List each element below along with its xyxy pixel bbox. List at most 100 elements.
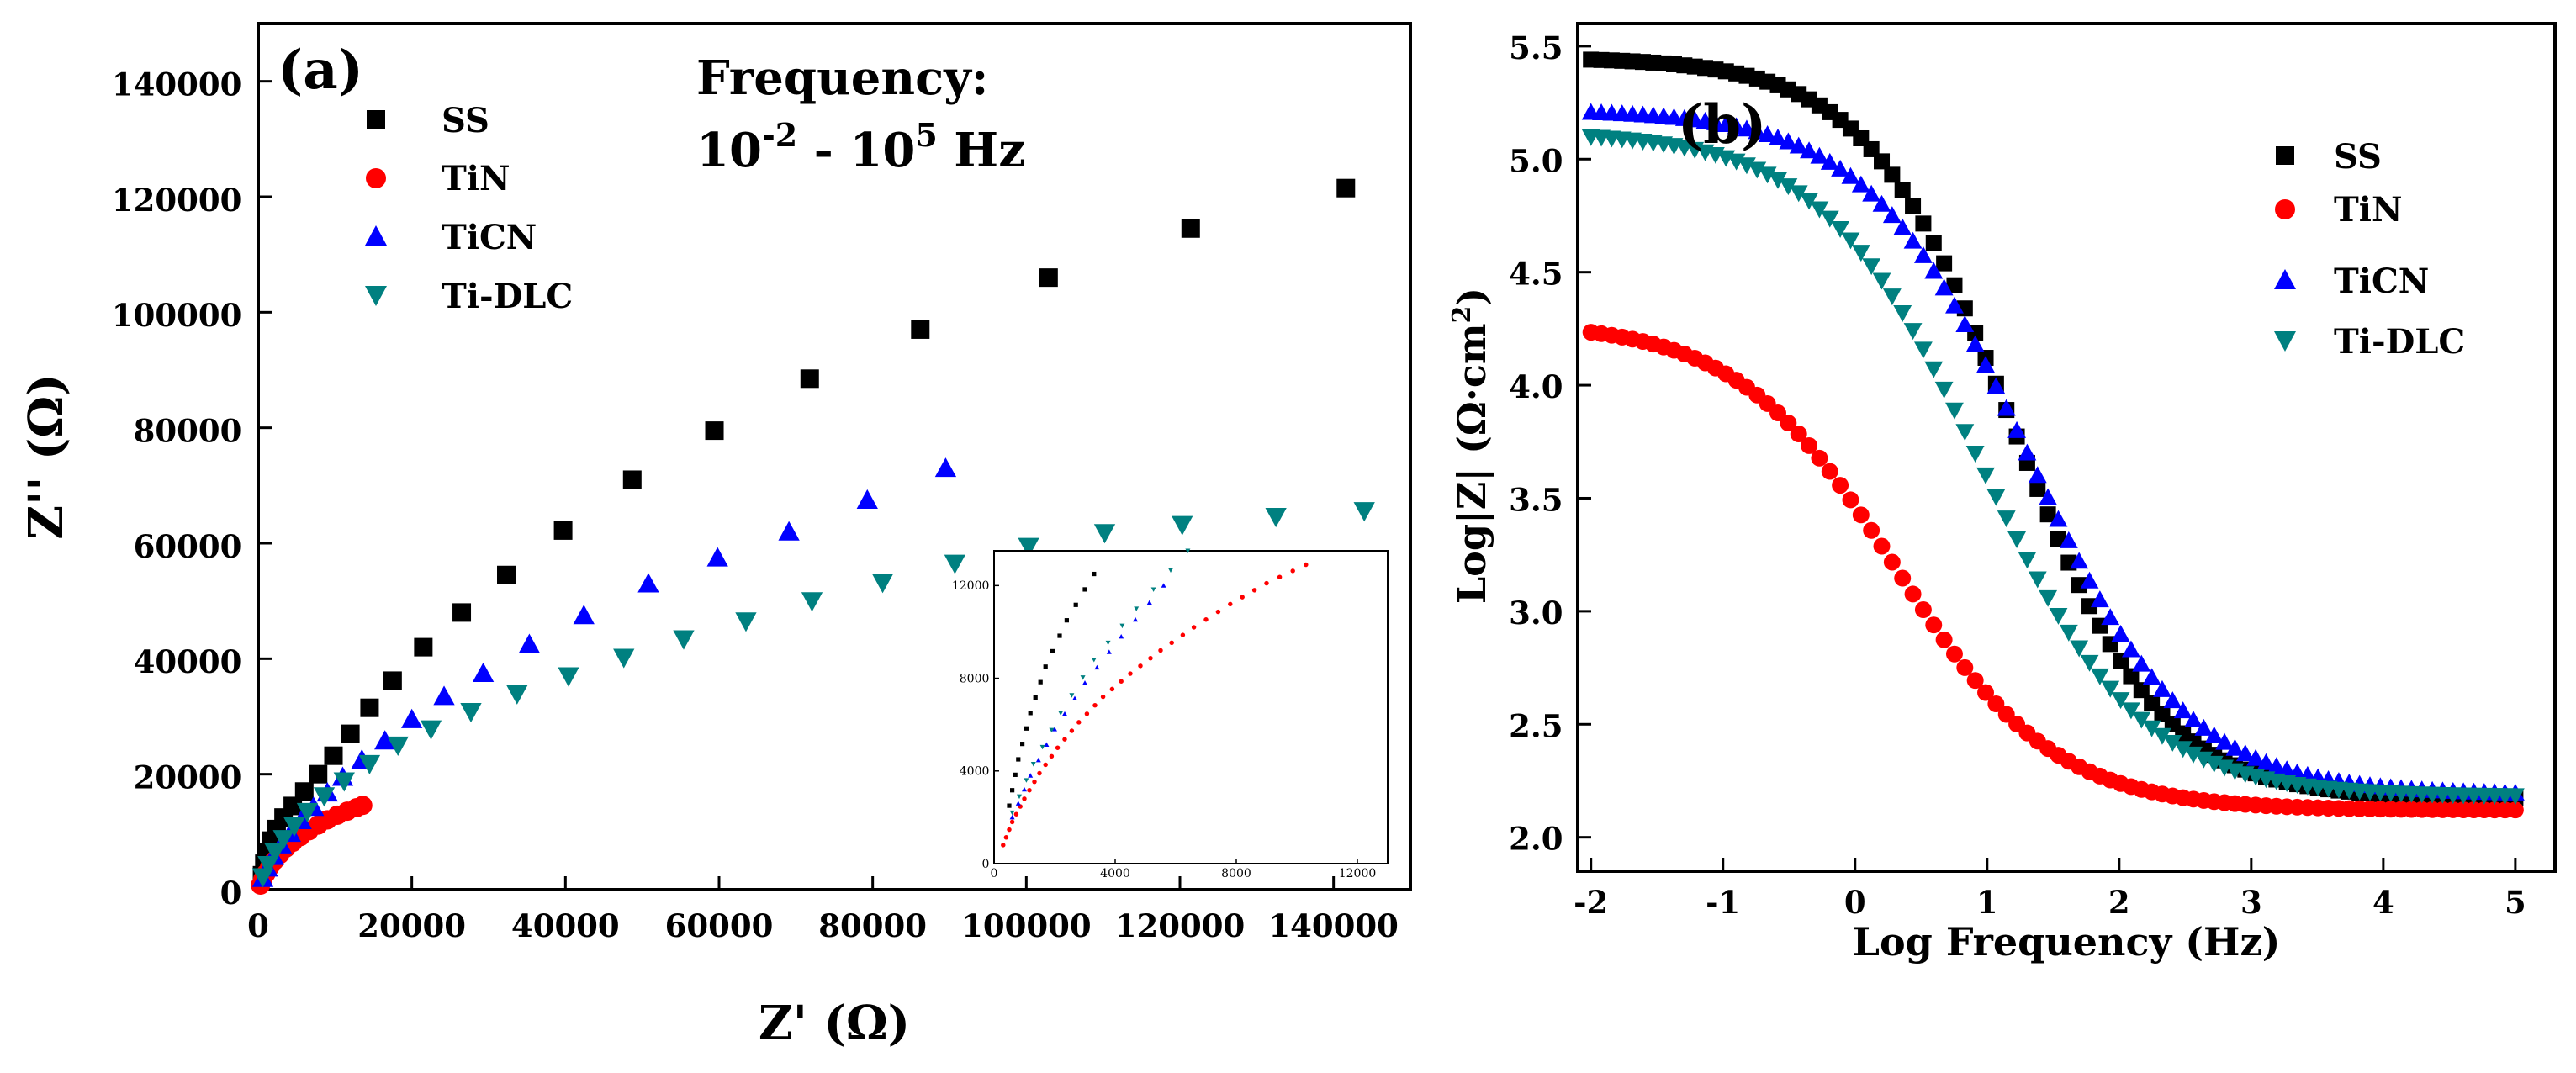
point-b-ticn xyxy=(2215,732,2235,750)
panel-a-frame xyxy=(257,22,1412,891)
point-b-tin xyxy=(1914,601,1932,618)
point-b-ticn xyxy=(2132,654,2151,672)
inset-xtick-label: 4000 xyxy=(1100,867,1130,880)
inset-point-tin xyxy=(1148,655,1153,661)
inset-point-tin xyxy=(1119,679,1124,684)
inset-point-tin xyxy=(1003,835,1009,840)
point-b-tin xyxy=(1977,684,1994,701)
inset-point-tin xyxy=(1007,827,1012,832)
point-b-ti-dlc xyxy=(1758,166,1777,184)
inset-ticks: 0 4000 8000 12000 0 4000 8000 12000 xyxy=(952,579,1376,880)
point-b-ticn xyxy=(1945,296,1964,314)
inset-point-tin xyxy=(1022,796,1027,801)
point-b-ticn xyxy=(2194,718,2214,736)
legend-b-ss: SS xyxy=(2276,137,2382,177)
point-a-ti-dlc xyxy=(272,830,294,850)
inset-point-ti-dlc xyxy=(1009,810,1015,816)
legend-a-ss-label: SS xyxy=(442,101,489,140)
inset-point-ss xyxy=(1073,602,1078,607)
point-b-ss xyxy=(1946,277,1963,293)
inset-point-ticn xyxy=(1161,583,1166,588)
inset-point-tin xyxy=(1027,788,1032,793)
legend-a-ticn-label: TiCN xyxy=(442,218,537,257)
panel-a-ytick-label: 100000 xyxy=(112,297,241,334)
point-b-ticn xyxy=(2204,726,2224,743)
point-b-ti-dlc xyxy=(1748,161,1767,179)
point-b-ss xyxy=(1863,140,1880,157)
inset-point-tin xyxy=(1069,728,1075,733)
inset-point-ti-dlc xyxy=(1058,711,1064,716)
point-b-tin xyxy=(1842,491,1859,509)
point-b-ti-dlc xyxy=(2070,640,2089,658)
point-b-tin xyxy=(1852,506,1870,524)
panel-a-xtick-label: 100000 xyxy=(961,907,1091,944)
point-b-ticn xyxy=(2256,753,2276,770)
legend-a-tin-label: TiN xyxy=(442,159,510,198)
point-b-ti-dlc xyxy=(1986,489,2006,506)
point-b-ti-dlc xyxy=(2090,668,2109,685)
point-b-ticn xyxy=(1924,262,1944,279)
panel-b-xtick-label: 4 xyxy=(2372,884,2394,921)
point-b-ti-dlc xyxy=(1820,210,1839,228)
panel-b-xtick-label: 2 xyxy=(2108,884,2130,921)
point-b-ti-dlc xyxy=(2049,607,2068,625)
inset-point-tin xyxy=(1049,753,1055,759)
point-b-tin xyxy=(1821,462,1838,480)
point-b-tin xyxy=(1925,616,1943,634)
legend-b-ss-marker xyxy=(2276,146,2294,165)
point-a-ticn xyxy=(518,633,541,653)
inset-point-ticn xyxy=(1022,786,1027,792)
point-b-ti-dlc xyxy=(1800,193,1818,210)
inset-point-tin xyxy=(1264,580,1269,586)
inset-point-tin xyxy=(1138,663,1143,669)
point-b-ticn xyxy=(1997,399,2016,416)
point-b-ti-dlc xyxy=(1945,402,1964,420)
panel-a-xtick-label: 120000 xyxy=(1115,907,1245,944)
point-a-ti-dlc xyxy=(387,736,409,756)
inset-point-ti-dlc xyxy=(1119,623,1125,629)
point-b-ticn xyxy=(2163,691,2182,709)
point-a-ticn xyxy=(472,662,495,682)
point-b-ticn xyxy=(1934,278,1954,296)
point-a-ti-dlc xyxy=(1093,524,1116,544)
inset-ytick-label: 8000 xyxy=(960,672,990,685)
panel-a-xtick-label: 140000 xyxy=(1268,907,1398,944)
point-b-ticn xyxy=(1862,184,1881,202)
inset-point-ticn xyxy=(1106,649,1112,654)
point-b-ti-dlc xyxy=(1955,424,1975,441)
panel-b-ylabel-sup: 2 xyxy=(1447,306,1477,324)
point-a-ticn xyxy=(934,457,957,478)
point-b-ti-dlc xyxy=(1841,232,1860,250)
point-b-ticn xyxy=(1955,315,1975,333)
inset-point-tin xyxy=(1084,711,1090,716)
point-b-ticn xyxy=(1769,128,1787,145)
point-b-ss xyxy=(1874,153,1891,170)
point-b-ticn xyxy=(2049,510,2068,527)
point-a-ti-dlc xyxy=(673,630,695,650)
point-b-ti-dlc xyxy=(2153,727,2171,745)
point-b-ti-dlc xyxy=(1872,272,1891,290)
freq-mid: - 10 xyxy=(797,123,915,178)
point-a-ss xyxy=(800,369,819,388)
point-b-ticn xyxy=(2246,748,2266,766)
inset-point-ss xyxy=(1043,664,1048,669)
point-a-ticn xyxy=(401,708,423,728)
point-b-ti-dlc xyxy=(1976,467,1995,484)
inset-point-tin xyxy=(1240,595,1245,600)
legend-b-tin-label: TiN xyxy=(2334,190,2403,230)
panel-b-ylabel-suffix: ) xyxy=(1449,288,1494,306)
point-b-ticn xyxy=(1758,124,1777,142)
inset-ytick-label: 4000 xyxy=(960,765,990,779)
legend-b-tin: TiN xyxy=(2275,190,2403,230)
point-a-ti-dlc xyxy=(944,554,966,574)
panel-a-xtick-label: 60000 xyxy=(665,907,774,944)
inset-xtick-label: 12000 xyxy=(1339,867,1377,880)
panel-b-ytick-label: 2.5 xyxy=(1509,707,1563,744)
inset-frame xyxy=(993,550,1389,864)
inset-point-ss xyxy=(1010,788,1015,793)
point-a-ss xyxy=(341,724,360,743)
point-b-ticn xyxy=(1789,136,1808,154)
point-b-ticn xyxy=(1831,159,1850,177)
panel-a-points xyxy=(251,178,1375,896)
point-a-ti-dlc xyxy=(296,802,319,822)
